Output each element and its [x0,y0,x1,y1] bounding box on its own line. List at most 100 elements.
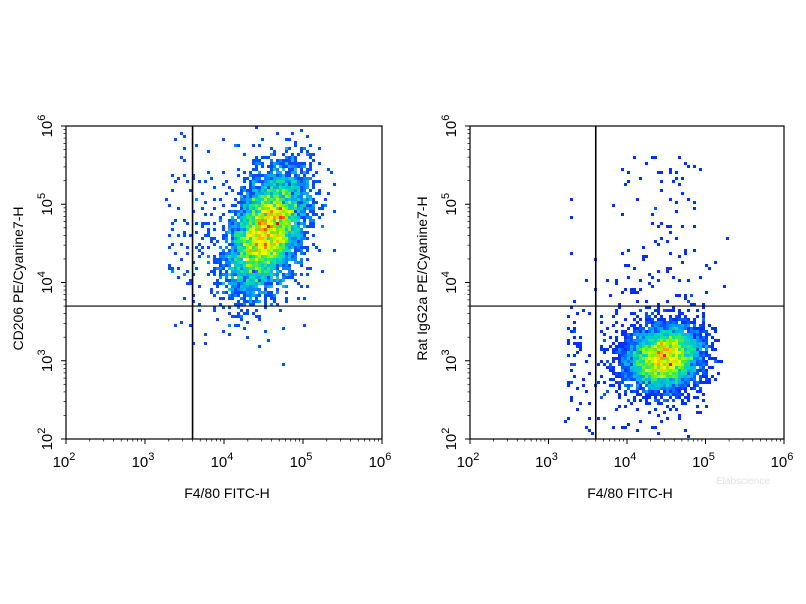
event-dot [171,243,174,246]
event-dot [279,165,282,168]
event-dot [234,225,237,228]
event-dot [312,204,315,207]
event-dot [189,279,192,282]
event-dot [678,345,681,348]
event-dot [708,381,711,384]
event-dot [225,276,228,279]
event-dot [285,213,288,216]
event-dot [651,363,654,366]
event-dot [288,267,291,270]
event-dot [252,210,255,213]
event-dot [261,192,264,195]
event-dot [669,384,672,387]
event-dot [663,411,666,414]
event-dot [615,282,618,285]
event-dot [303,177,306,180]
event-dot [273,237,276,240]
event-dot [681,351,684,354]
event-dot [663,360,666,363]
event-dot [669,339,672,342]
event-dot [315,201,318,204]
event-dot [645,399,648,402]
event-dot [600,360,603,363]
event-dot [258,198,261,201]
event-dot [300,183,303,186]
event-dot [261,282,264,285]
event-dot [258,288,261,291]
event-dot [258,171,261,174]
event-dot [249,195,252,198]
event-dot [609,384,612,387]
event-dot [285,291,288,294]
event-dot [207,222,210,225]
event-dot [234,303,237,306]
event-dot [675,171,678,174]
event-dot [306,171,309,174]
event-dot [681,375,684,378]
event-dot [180,258,183,261]
event-dot [306,267,309,270]
event-dot [222,273,225,276]
event-dot [285,159,288,162]
event-dot [270,171,273,174]
event-dot [270,258,273,261]
event-dot [636,348,639,351]
event-dot [222,213,225,216]
event-dot [300,261,303,264]
event-dot [225,240,228,243]
event-dot [201,192,204,195]
event-dot [291,168,294,171]
event-dot [282,162,285,165]
event-dot [237,243,240,246]
event-dot [702,321,705,324]
event-dot [168,267,171,270]
event-dot [291,195,294,198]
event-dot [309,165,312,168]
event-dot [243,291,246,294]
event-dot [636,393,639,396]
event-dot [207,150,210,153]
event-dot [291,246,294,249]
event-dot [198,180,201,183]
event-dot [666,336,669,339]
event-dot [258,252,261,255]
event-dot [657,393,660,396]
event-dot [678,315,681,318]
event-dot [237,216,240,219]
event-dot [639,360,642,363]
event-dot [699,363,702,366]
event-dot [681,378,684,381]
event-dot [636,369,639,372]
event-dot [678,417,681,420]
event-dot [252,291,255,294]
event-dot [633,366,636,369]
event-dot [267,174,270,177]
event-dot [264,219,267,222]
event-dot [273,264,276,267]
event-dot [252,177,255,180]
event-dot [312,210,315,213]
event-dot [261,228,264,231]
event-dot [282,207,285,210]
event-dot [582,309,585,312]
event-dot [669,231,672,234]
event-dot [705,354,708,357]
event-dot [297,228,300,231]
event-dot [285,162,288,165]
event-dot [252,240,255,243]
event-dot [222,171,225,174]
event-dot [234,228,237,231]
event-dot [645,375,648,378]
event-dot [261,219,264,222]
event-dot [624,384,627,387]
event-dot [255,204,258,207]
event-dot [321,204,324,207]
event-dot [624,357,627,360]
event-dot [282,201,285,204]
event-dot [273,201,276,204]
event-dot [267,255,270,258]
event-dot [312,243,315,246]
event-dot [642,348,645,351]
event-dot [618,381,621,384]
event-dot [723,285,726,288]
